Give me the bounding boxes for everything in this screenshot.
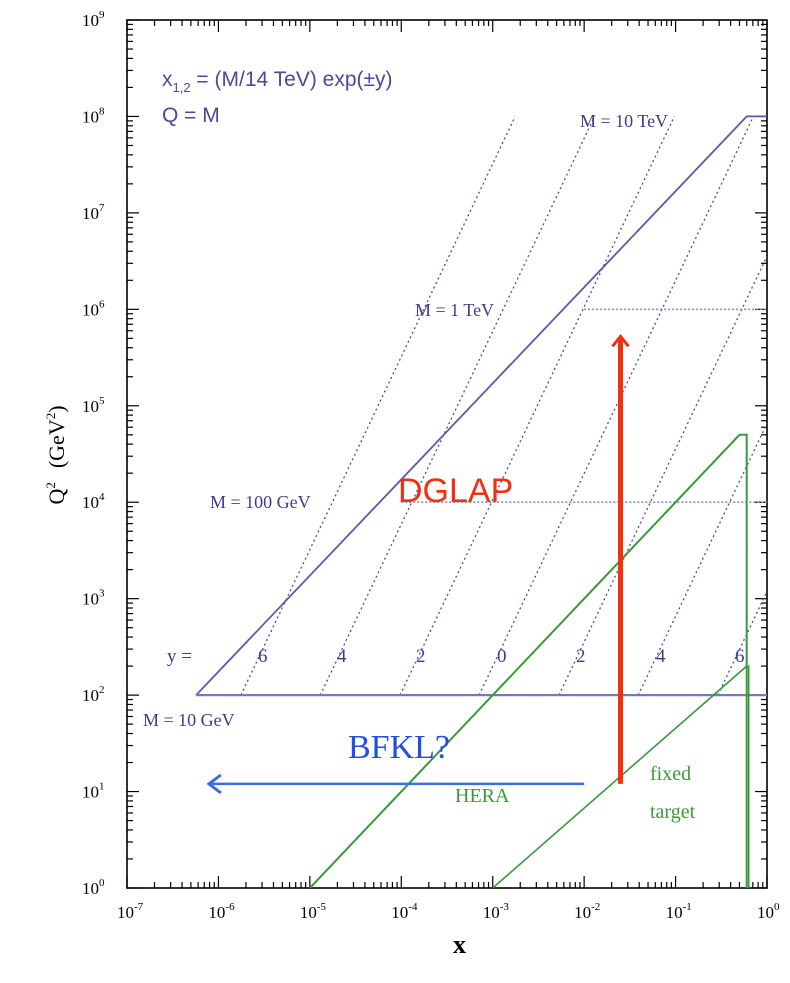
rapidity-value-neg2: 2 <box>576 646 586 667</box>
plot-frame <box>126 19 768 889</box>
y-tick-label: 104 <box>82 491 105 512</box>
rapidity-line <box>637 423 767 696</box>
rapidity-line <box>478 116 754 696</box>
x-tick-label: 10-6 <box>208 901 235 922</box>
x-tick-label: 100 <box>757 901 780 922</box>
x-tick-label: 10-2 <box>574 901 600 922</box>
y-tick-label: 102 <box>82 684 105 705</box>
rapidity-line <box>319 116 596 696</box>
rapidity-line <box>240 116 516 696</box>
mass-label-10gev: M = 10 GeV <box>143 710 235 730</box>
x-tick-label: 10-1 <box>666 901 692 922</box>
hera-boundary-line <box>309 433 748 888</box>
rapidity-value-neg6: 6 <box>735 646 745 667</box>
fixed-target-label-1: fixed <box>650 763 691 785</box>
y-tick-label: 109 <box>82 9 105 30</box>
fixed-target-label-2: target <box>650 801 696 823</box>
rapidity-line <box>717 591 767 696</box>
rapidity-value-0: 0 <box>497 646 507 667</box>
x-tick-label: 10-5 <box>300 901 327 922</box>
rapidity-line <box>399 116 675 696</box>
x-tick-labels: 10-7 10-6 10-5 10-4 10-3 10-2 10-1 100 <box>117 901 780 922</box>
y-tick-label: 105 <box>82 395 105 416</box>
y-tick-label: 101 <box>82 781 105 802</box>
axis-ticks <box>126 19 768 889</box>
rapidity-value-4: 4 <box>337 646 347 667</box>
x-tick-label: 10-3 <box>483 901 510 922</box>
rapidity-label: y = <box>167 646 192 667</box>
x-tick-label: 10-7 <box>117 901 144 922</box>
plot-content <box>195 115 767 888</box>
mass-label-10tev: M = 10 TeV <box>580 111 668 131</box>
y-tick-label: 106 <box>82 298 105 319</box>
y-axis-title: Q2(GeV2) <box>43 405 69 504</box>
hera-label: HERA <box>455 785 510 807</box>
y-tick-label: 108 <box>82 105 105 126</box>
rapidity-value-neg4: 4 <box>656 646 666 667</box>
y-tick-label: 107 <box>82 202 105 223</box>
rapidity-line <box>558 255 767 696</box>
y-tick-label: 103 <box>82 588 105 609</box>
x-tick-label: 10-4 <box>391 901 418 922</box>
lhc-boundary-line <box>195 115 767 696</box>
svg-text:Q2(GeV2): Q2(GeV2) <box>43 405 69 504</box>
y-tick-labels: 100 101 102 103 104 105 106 107 108 109 <box>82 9 105 898</box>
rapidity-value-6: 6 <box>258 646 268 667</box>
formula-line-2: Q = M <box>162 104 220 127</box>
dglap-label: DGLAP <box>398 472 513 510</box>
formula-line-1: x1,2 = (M/14 TeV) exp(±y) <box>162 68 393 95</box>
bfkl-label: BFKL? <box>348 729 450 766</box>
mass-label-100gev: M = 100 GeV <box>210 492 311 512</box>
x-axis-title: x <box>453 930 466 959</box>
y-tick-label: 100 <box>82 877 105 898</box>
mass-label-1tev: M = 1 TeV <box>415 300 494 320</box>
rapidity-value-2: 2 <box>416 646 426 667</box>
